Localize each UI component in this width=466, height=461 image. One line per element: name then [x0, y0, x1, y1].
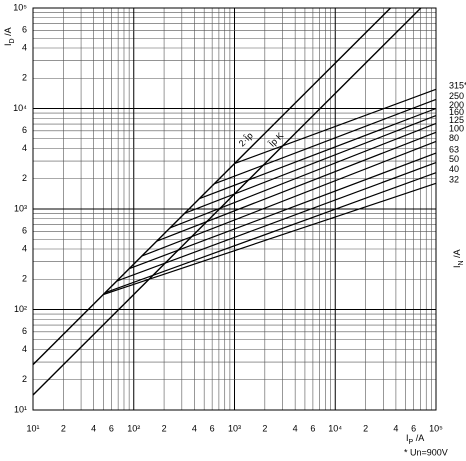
legend-label: 40 — [449, 164, 459, 174]
legend-label: 63 — [449, 144, 459, 154]
y-tick-label: 6 — [22, 226, 27, 236]
y-tick-label: 6 — [22, 125, 27, 135]
x-axis-label-unit: /A — [413, 433, 424, 443]
y-tick-label: 10³ — [14, 203, 27, 213]
y-tick-label: 6 — [22, 25, 27, 35]
fuse-curve — [156, 131, 437, 242]
x-tick-label: 4 — [91, 423, 96, 433]
y-axis-label-main: I — [3, 43, 13, 46]
x-tick-label: 2 — [162, 423, 167, 433]
x-tick-label: 4 — [293, 423, 298, 433]
y-tick-label: 10² — [14, 304, 27, 314]
y2-axis-label: IN /A — [452, 249, 464, 268]
x-tick-label: 10⁵ — [429, 423, 443, 433]
legend-label: 50 — [449, 154, 459, 164]
fuse-curve — [214, 98, 437, 185]
fuse-curve — [116, 161, 437, 282]
y-tick-label: 10⁴ — [13, 103, 27, 113]
y-axis-label: ID /A — [3, 27, 15, 46]
legend-label: 32 — [449, 175, 459, 185]
fuse-curve — [234, 88, 437, 165]
y-tick-label: 2 — [22, 374, 27, 384]
legend-label: 200 — [449, 100, 464, 110]
reference-line — [32, 7, 422, 396]
fuse-curve — [184, 115, 437, 214]
y-tick-label: 4 — [22, 143, 27, 153]
reference-line — [32, 7, 392, 366]
x-axis-label: IP /A — [406, 433, 424, 445]
x-tick-label: 4 — [393, 423, 398, 433]
x-tick-label: 6 — [210, 423, 215, 433]
fuse-curve — [141, 140, 437, 257]
x-tick-label: 10² — [127, 423, 140, 433]
legend-label: 160 — [449, 107, 464, 117]
x-tick-label: 6 — [109, 423, 114, 433]
x-tick-label: 10³ — [228, 423, 241, 433]
y-tick-label: 2 — [22, 73, 27, 83]
legend-label: 315* — [449, 81, 466, 91]
x-tick-label: 2 — [61, 423, 66, 433]
x-tick-label: 2 — [363, 423, 368, 433]
fuse-curve — [103, 182, 437, 296]
fuse-curve — [104, 172, 437, 294]
y-tick-label: 4 — [22, 42, 27, 52]
y2-axis-label-unit: /A — [452, 249, 462, 260]
x-tick-label: 6 — [310, 423, 315, 433]
fuse-curve — [199, 107, 437, 200]
x-tick-label: 10¹ — [26, 423, 39, 433]
plot-frame — [32, 7, 437, 411]
y-tick-label: 4 — [22, 243, 27, 253]
y-tick-label: 4 — [22, 344, 27, 354]
y-axis-label-unit: /A — [3, 27, 13, 38]
note: * Un=900V — [404, 447, 448, 457]
y-tick-label: 6 — [22, 326, 27, 336]
x-tick-label: 6 — [411, 423, 416, 433]
y-axis-label-sub: D — [9, 38, 16, 43]
x-tick-label: 2 — [262, 423, 267, 433]
legend-label: 80 — [449, 133, 459, 143]
y-tick-label: 2 — [22, 173, 27, 183]
x-axis-label-sub: P — [409, 439, 414, 446]
x-tick-label: 4 — [192, 423, 197, 433]
fuse-curve — [169, 122, 437, 229]
y2-axis-label-sub: N — [458, 260, 465, 265]
y-tick-label: 10⁵ — [13, 2, 27, 12]
y2-axis-label-main: I — [452, 265, 462, 268]
y-tick-label: 10¹ — [14, 404, 27, 414]
legend-label: 100 — [449, 124, 464, 134]
x-tick-label: 10⁴ — [328, 423, 342, 433]
legend-label: 250 — [449, 91, 464, 101]
fuse-curve — [128, 152, 437, 270]
y-tick-label: 2 — [22, 274, 27, 284]
x-axis-label-main: I — [406, 433, 409, 443]
legend-label: 125 — [449, 115, 464, 125]
